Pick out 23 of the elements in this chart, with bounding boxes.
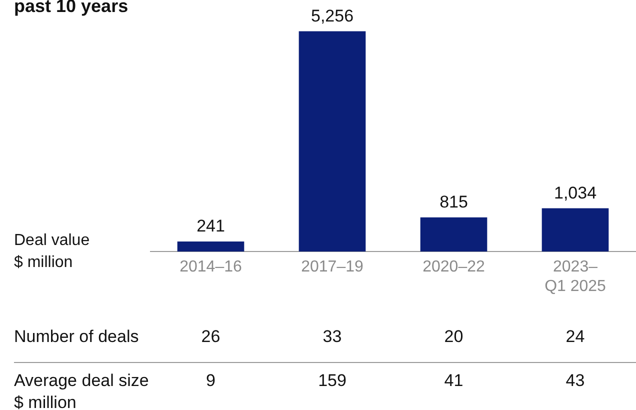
text: 24	[566, 326, 585, 348]
text: 43	[566, 370, 585, 392]
y-axis-title: Deal value $ million	[14, 231, 90, 273]
text: 26	[201, 326, 220, 348]
bar	[542, 208, 609, 252]
text: 9	[206, 370, 216, 392]
text: Average deal size $ million	[14, 370, 149, 410]
text: Number of deals	[14, 326, 139, 348]
bar	[420, 217, 488, 252]
bar	[177, 241, 244, 252]
x-tick-label: 2017–19	[301, 258, 364, 276]
text: 41	[444, 370, 464, 392]
data-label: 1,034	[554, 183, 597, 202]
text: 20	[444, 326, 464, 348]
x-tick-label: 2014–16	[180, 258, 242, 276]
x-tick-label: 2023–Q1 2025	[544, 258, 606, 295]
text: 159	[318, 370, 346, 392]
data-label: 5,256	[310, 6, 354, 26]
bar	[298, 31, 366, 252]
data-label: 241	[196, 216, 225, 236]
data-label: 815	[440, 192, 468, 212]
text: 33	[322, 326, 342, 348]
x-tick-label: 2020–22	[422, 258, 485, 276]
